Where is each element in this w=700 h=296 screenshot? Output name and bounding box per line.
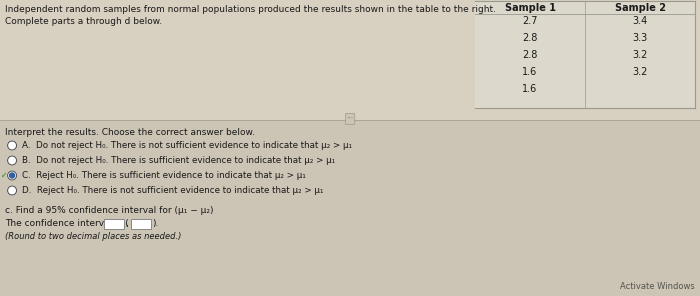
- Text: ,: ,: [125, 219, 128, 228]
- Circle shape: [8, 171, 17, 180]
- Text: Complete parts a through d below.: Complete parts a through d below.: [5, 17, 162, 26]
- Text: ).: ).: [153, 219, 159, 228]
- Text: 2.7: 2.7: [522, 16, 538, 26]
- Bar: [104, 219, 125, 229]
- Text: 3.3: 3.3: [632, 33, 648, 43]
- Circle shape: [8, 186, 17, 195]
- Text: 1.6: 1.6: [522, 84, 538, 94]
- Circle shape: [8, 156, 17, 165]
- Text: Independent random samples from normal populations produced the results shown in: Independent random samples from normal p…: [5, 5, 496, 14]
- Text: C.  Reject H₀. There is sufficient evidence to indicate that μ₂ > μ₁: C. Reject H₀. There is sufficient eviden…: [22, 171, 306, 180]
- Circle shape: [10, 173, 15, 178]
- Text: 2.8: 2.8: [522, 50, 538, 60]
- Text: A.  Do not reject H₀. There is not sufficient evidence to indicate that μ₂ > μ₁: A. Do not reject H₀. There is not suffic…: [22, 141, 352, 150]
- Text: 1.6: 1.6: [522, 67, 538, 77]
- Circle shape: [8, 141, 17, 150]
- Bar: [475, 1, 695, 108]
- Bar: [132, 219, 151, 229]
- Text: 3.4: 3.4: [632, 16, 648, 26]
- Text: c. Find a 95% confidence interval for (μ₁ − μ₂): c. Find a 95% confidence interval for (μ…: [5, 206, 214, 215]
- Text: Sample 2: Sample 2: [615, 3, 666, 13]
- Bar: [0, 0, 700, 120]
- Text: ✓: ✓: [1, 171, 7, 180]
- Text: Activate Windows: Activate Windows: [620, 282, 695, 291]
- Text: Sample 1: Sample 1: [505, 3, 556, 13]
- Text: 2.8: 2.8: [522, 33, 538, 43]
- Text: 3.2: 3.2: [632, 50, 648, 60]
- Text: The confidence interval is (: The confidence interval is (: [5, 219, 129, 228]
- Text: (Round to two decimal places as needed.): (Round to two decimal places as needed.): [5, 232, 181, 241]
- Text: Interpret the results. Choose the correct answer below.: Interpret the results. Choose the correc…: [5, 128, 255, 137]
- Text: B.  Do not reject H₀. There is sufficient evidence to indicate that μ₂ > μ₁: B. Do not reject H₀. There is sufficient…: [22, 156, 335, 165]
- Text: D.  Reject H₀. There is not sufficient evidence to indicate that μ₂ > μ₁: D. Reject H₀. There is not sufficient ev…: [22, 186, 323, 195]
- Bar: [0, 120, 700, 296]
- Text: 3.2: 3.2: [632, 67, 648, 77]
- Text: ···: ···: [346, 115, 354, 123]
